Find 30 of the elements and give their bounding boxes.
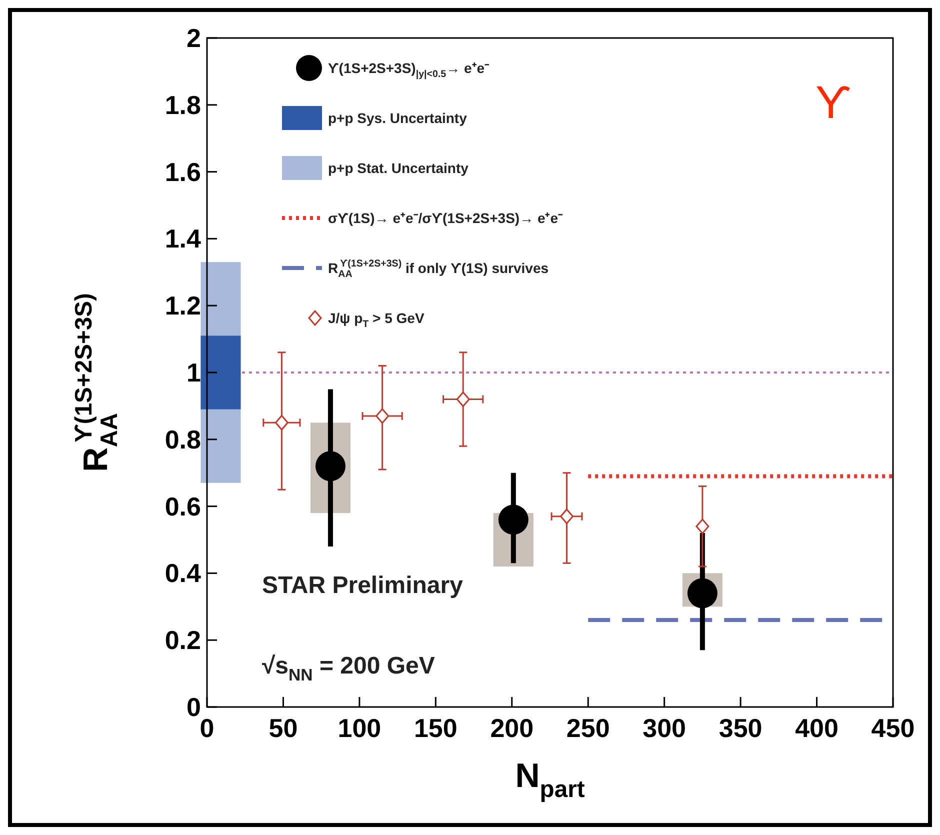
legend-label: R$_{AA}$$^{ϒ(1S+2S+3S)}$ if only ϒ(1S) survives — [328, 258, 549, 280]
x-tick-label: 450 — [871, 713, 915, 743]
x-tick-label: 50 — [268, 713, 298, 743]
annotation: ϒ — [815, 76, 851, 128]
legend-label: p+p Sys. Uncertainty — [328, 110, 468, 126]
legend-label: J/ψ p$_{T}$ > 5 GeV — [328, 310, 425, 330]
y-tick-label: 1.2 — [164, 290, 201, 321]
y-tick-label: 0.4 — [164, 558, 202, 588]
x-tick-label: 200 — [490, 713, 534, 743]
x-tick-label: 150 — [414, 713, 458, 743]
y-tick-label: 1 — [186, 358, 201, 388]
annotation: √s$_{NN}$ = 200 GeV — [262, 652, 435, 685]
y-tick-label: 0 — [186, 692, 201, 722]
annotation: STAR Preliminary — [262, 572, 464, 600]
x-tick-label: 350 — [718, 713, 762, 743]
y-tick-label: 0.8 — [164, 424, 201, 454]
y-tick-label: 0.2 — [164, 625, 201, 656]
y-tick-label: 2 — [186, 23, 201, 53]
x-tick-label: 400 — [795, 713, 838, 743]
y-tick-label: 1.4 — [164, 224, 202, 254]
x-tick-label: 250 — [566, 713, 610, 743]
x-tick-label: 300 — [642, 713, 686, 743]
y-tick-label: 0.6 — [164, 491, 201, 522]
x-tick-label: 100 — [338, 713, 382, 743]
x-axis-title: N$_{part}$ — [515, 757, 585, 804]
legend-label: ϒ(1S+2S+3S)$_{|y|<0.5}$→ e⁺e⁻ — [328, 60, 490, 80]
legend-label: p+p Stat. Uncertainty — [328, 160, 469, 176]
y-tick-label: 1.6 — [164, 156, 201, 187]
legend-label: σϒ(1S)→ e⁺e⁻/σϒ(1S+2S+3S)→ e⁺e⁻ — [328, 210, 564, 226]
y-tick-label: 1.8 — [164, 90, 201, 120]
